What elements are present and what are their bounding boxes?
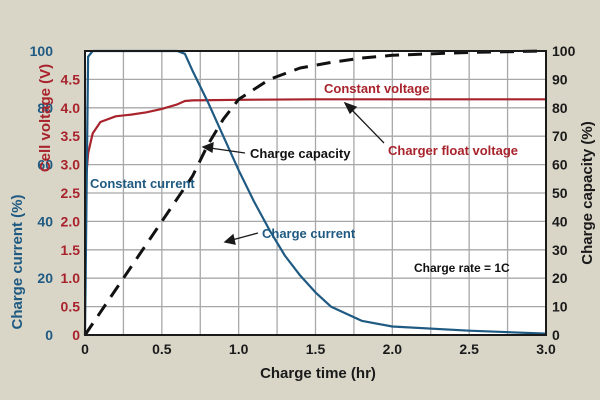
left-inner-axis-label: Cell voltage (V) xyxy=(37,64,54,172)
left-inner-tick-label: 0.5 xyxy=(61,299,81,315)
left-outer-tick-label: 60 xyxy=(37,157,53,173)
left-inner-tick-label: 2.5 xyxy=(61,185,81,201)
left-inner-tick-label: 4.0 xyxy=(61,100,81,116)
x-tick-label: 0.5 xyxy=(152,341,172,357)
annotation-charger-float-voltage: Charger float voltage xyxy=(388,143,518,158)
x-tick-label: 3.0 xyxy=(536,341,556,357)
right-tick-label: 0 xyxy=(552,327,560,343)
left-inner-tick-label: 2.0 xyxy=(61,213,81,229)
annotation-charge-capacity: Charge capacity xyxy=(250,146,351,161)
right-tick-label: 80 xyxy=(552,100,568,116)
right-tick-label: 90 xyxy=(552,71,568,87)
annotation-charge-rate: Charge rate = 1C xyxy=(414,261,510,275)
left-inner-tick-label: 3.0 xyxy=(61,157,81,173)
right-tick-label: 50 xyxy=(552,185,568,201)
plot-frame xyxy=(84,50,547,336)
right-tick-label: 30 xyxy=(552,242,568,258)
left-outer-tick-label: 40 xyxy=(37,213,53,229)
x-tick-label: 1.5 xyxy=(306,341,326,357)
series-cell-voltage xyxy=(83,98,546,194)
right-axis-label: Charge capacity (%) xyxy=(579,121,596,264)
left-outer-axis-label: Charge current (%) xyxy=(9,194,26,329)
left-inner-tick-label: 1.0 xyxy=(61,270,81,286)
x-tick-label: 0 xyxy=(81,341,89,357)
right-tick-label: 100 xyxy=(552,43,576,59)
x-tick-label: 1.0 xyxy=(229,341,249,357)
left-outer-tick-label: 0 xyxy=(45,327,53,343)
left-outer-tick-label: 20 xyxy=(37,270,53,286)
left-outer-tick-label: 80 xyxy=(37,100,53,116)
annotation-constant-current: Constant current xyxy=(90,176,195,191)
x-tick-label: 2.5 xyxy=(459,341,479,357)
right-tick-label: 20 xyxy=(552,270,568,286)
axes-layer: 0 0.5 1.0 1.5 2.0 2.5 3.002040608010000.51.01.… xyxy=(30,43,576,357)
left-outer-tick-label: 100 xyxy=(30,43,54,59)
x-axis-label: Charge time (hr) xyxy=(260,365,376,382)
right-tick-label: 10 xyxy=(552,299,568,315)
left-inner-tick-label: 1.5 xyxy=(61,242,81,258)
left-inner-tick-label: 0 xyxy=(72,327,80,343)
left-inner-tick-label: 3.5 xyxy=(61,128,81,144)
annotation-constant-voltage: Constant voltage xyxy=(324,81,429,96)
right-tick-label: 60 xyxy=(552,157,568,173)
series-charge-capacity xyxy=(83,49,547,336)
left-inner-tick-label: 4.5 xyxy=(61,71,81,87)
annotation-arrows xyxy=(201,101,385,245)
right-tick-label: 40 xyxy=(552,213,568,229)
x-tick-label: 2.0 xyxy=(383,341,403,357)
annotation-charge-current: Charge current xyxy=(262,226,356,241)
right-tick-label: 70 xyxy=(552,128,568,144)
